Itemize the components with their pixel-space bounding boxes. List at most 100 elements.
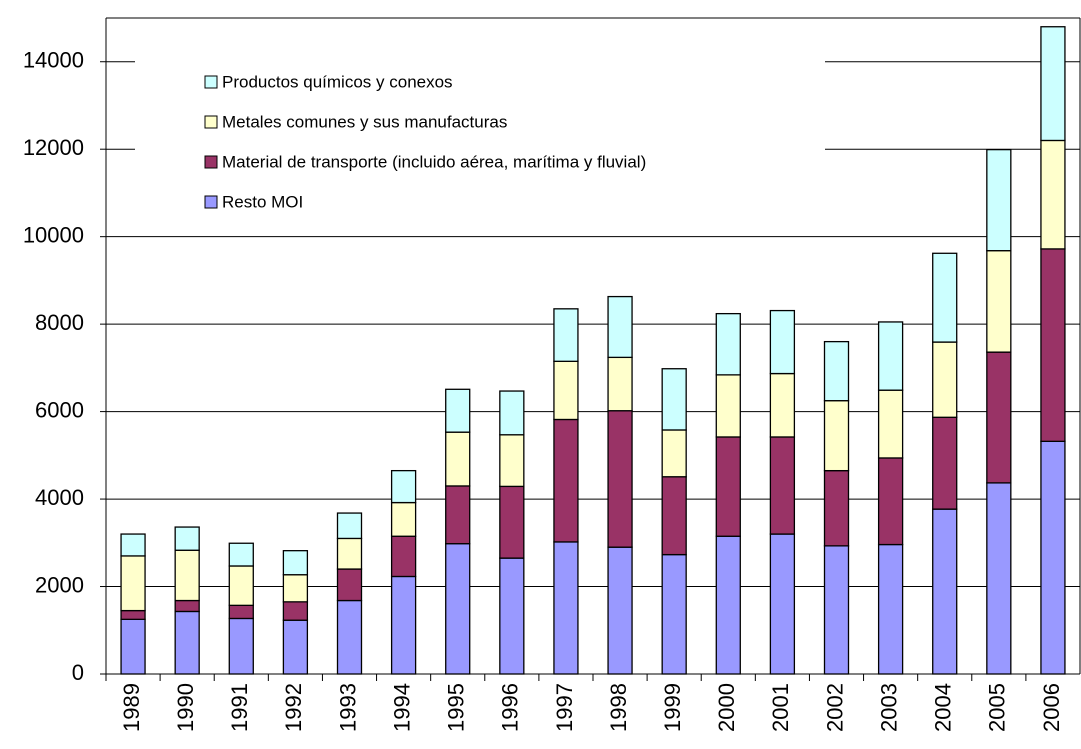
bar-segment (228, 565, 254, 606)
bar-segment (336, 537, 363, 570)
bar-segment (986, 351, 1012, 484)
bar-segment (932, 341, 958, 418)
bar-segment (174, 599, 200, 613)
bar-segment (877, 457, 904, 546)
legend-label: Resto MOI (222, 192, 303, 211)
bar-segment (390, 575, 417, 675)
bar-segment (607, 410, 633, 548)
y-tick-label: 6000 (35, 397, 84, 422)
bar-segment (228, 542, 254, 567)
legend-label: Material de transporte (incluido aérea, … (222, 152, 646, 171)
bar-segment (823, 469, 850, 547)
bar-segment (1040, 248, 1066, 442)
axes: 0 2000 4000 6000 8000 10000 12000 14000 1989 1990… (23, 17, 1081, 732)
bar-segment (661, 476, 687, 556)
bar-segment (877, 321, 904, 391)
bar-segment (174, 549, 200, 602)
y-tick-label: 14000 (23, 48, 84, 73)
x-tick-label: 2004 (931, 683, 956, 732)
x-tick-label: 1989 (119, 683, 144, 732)
bar-segment (282, 601, 309, 621)
bar-segment (499, 557, 525, 675)
bar-segment (282, 550, 309, 576)
bar-segment (445, 431, 471, 487)
bar-segment (607, 295, 633, 359)
bar-segment (661, 429, 687, 478)
bar-segment (769, 372, 796, 438)
bar-segment (120, 609, 146, 620)
bar-segment (932, 508, 958, 675)
bar-segment (877, 389, 904, 459)
bar-segment (553, 418, 579, 543)
bar-segment (715, 535, 741, 675)
x-tick-label: 1996 (498, 683, 523, 732)
legend-swatch (204, 115, 218, 129)
bar-segment (174, 610, 200, 675)
bar-segment (661, 368, 687, 431)
x-tick-label: 1990 (173, 683, 198, 732)
bar-segment (607, 356, 633, 412)
bar-segment (1040, 26, 1066, 142)
bar-segment (986, 482, 1012, 675)
bar-segment (715, 374, 741, 438)
bar-segment (228, 604, 254, 620)
bar-segment (336, 512, 363, 540)
bar-segment (390, 535, 417, 578)
bar-segment (282, 619, 309, 675)
y-tick-label: 4000 (35, 485, 84, 510)
bar-segment (499, 390, 525, 436)
bar-segment (553, 360, 579, 421)
bar-segment (174, 526, 200, 551)
bar-segment (228, 617, 254, 675)
legend-swatch (204, 75, 218, 89)
bar-segment (1040, 440, 1066, 675)
bar-segment (499, 485, 525, 559)
x-tick-label: 1992 (281, 683, 306, 732)
bar-segment (769, 309, 796, 375)
x-tick-label: 1997 (552, 683, 577, 732)
bar-segment (499, 434, 525, 488)
y-tick-label: 0 (72, 660, 84, 685)
bar-segment (607, 546, 633, 675)
bar-segment (877, 543, 904, 675)
x-tick-label: 2005 (985, 683, 1010, 732)
bar-segment (715, 436, 741, 537)
bar-segment (445, 543, 471, 675)
bar-segment (390, 469, 417, 504)
bar-segment (823, 340, 850, 402)
bar-segment (120, 533, 146, 557)
bar-segment (553, 308, 579, 362)
bar-segment (932, 416, 958, 510)
x-tick-label: 2003 (876, 683, 901, 732)
bar-segment (769, 533, 796, 675)
x-tick-label: 1991 (227, 683, 252, 732)
bar-segment (932, 252, 958, 343)
bar-segment (120, 555, 146, 612)
legend: Productos químicos y conexos Metales comu… (135, 60, 825, 225)
y-tick-label: 10000 (23, 222, 84, 247)
bar-segment (661, 553, 687, 675)
x-tick-label: 2002 (822, 683, 847, 732)
x-tick-label: 1995 (444, 683, 469, 732)
x-tick-label: 2000 (714, 683, 739, 732)
bar-segment (823, 545, 850, 675)
bar-segment (445, 388, 471, 433)
x-tick-label: 1993 (335, 683, 360, 732)
legend-box (135, 60, 825, 225)
y-tick-label: 8000 (35, 310, 84, 335)
y-tick-label: 12000 (23, 135, 84, 160)
x-tick-label: 1998 (606, 683, 631, 732)
legend-label: Productos químicos y conexos (222, 72, 453, 91)
bar-segment (715, 312, 741, 376)
x-tick-label: 1994 (389, 683, 414, 732)
x-tick-label: 2006 (1039, 683, 1064, 732)
bar-segment (390, 501, 417, 537)
legend-swatch (204, 195, 218, 209)
bar-segment (282, 574, 309, 603)
y-tick-label: 2000 (35, 572, 84, 597)
bar-segment (823, 400, 850, 472)
bar-segment (445, 485, 471, 545)
bar-segment (1040, 139, 1066, 250)
x-tick-label: 2001 (768, 683, 793, 732)
bar-segment (986, 148, 1012, 252)
